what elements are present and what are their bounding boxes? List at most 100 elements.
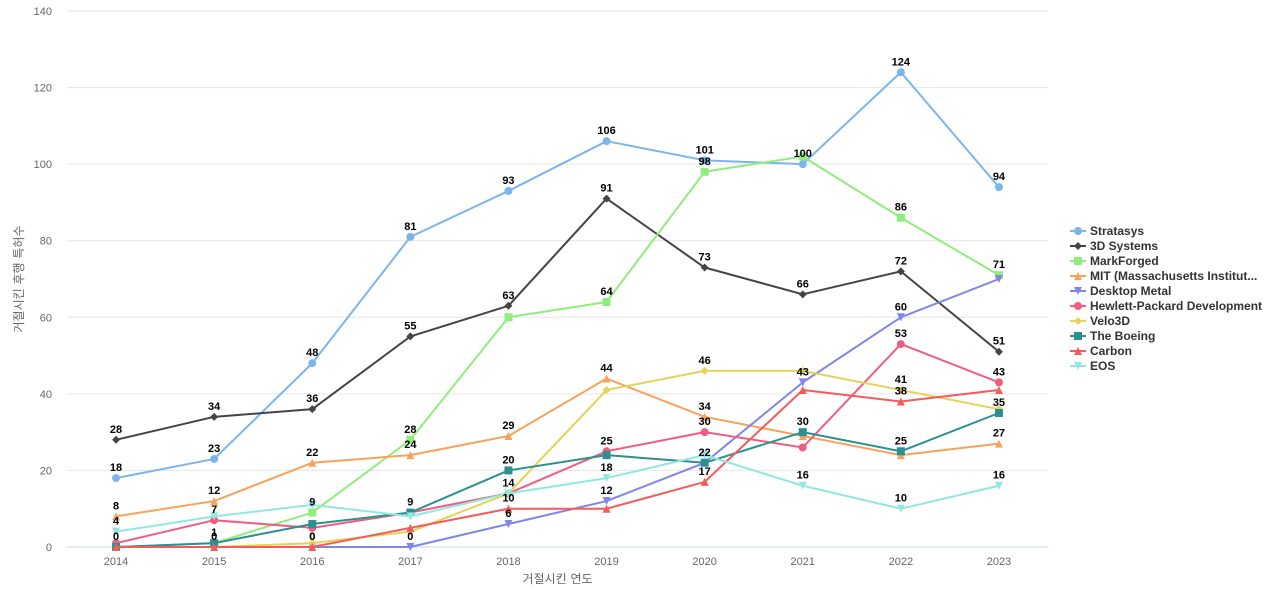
series-line [115, 454, 1000, 533]
data-point [406, 435, 415, 444]
data-point [308, 405, 317, 414]
data-label: 4 [113, 516, 120, 528]
x-axis-ticks: 2014 2015 2016 2017 2018 2019 2020 2021 2022 2023 [67, 546, 1048, 568]
data-point [896, 267, 905, 276]
data-label: 43 [993, 366, 1005, 378]
series-8[interactable] [112, 386, 1003, 551]
data-label: 25 [600, 435, 612, 447]
data-label: 0 [211, 531, 217, 543]
data-label: 22 [306, 447, 318, 459]
legend-item[interactable]: Hewlett-Packard Development [1070, 299, 1262, 313]
data-point [504, 301, 513, 310]
data-point [700, 412, 709, 421]
legend-marker [1074, 302, 1082, 310]
x-tick-label: 2018 [496, 556, 520, 568]
data-label: 55 [404, 320, 416, 332]
series-9[interactable] [112, 451, 1003, 536]
legend-marker [1074, 257, 1082, 265]
legend-item[interactable]: Stratasys [1070, 224, 1144, 238]
data-point [210, 454, 219, 463]
series-0[interactable] [112, 68, 1003, 483]
data-label: 23 [208, 443, 220, 455]
legend-label: Velo3D [1090, 314, 1130, 328]
data-label: 20 [502, 454, 514, 466]
legend-item[interactable]: MarkForged [1070, 254, 1159, 268]
legend-item[interactable]: Velo3D [1070, 314, 1130, 328]
legend-marker [1074, 227, 1082, 235]
data-point [798, 386, 807, 395]
data-point [994, 347, 1003, 356]
legend-label: The Boeing [1090, 329, 1155, 343]
data-label: 101 [695, 144, 713, 156]
data-label: 53 [895, 328, 907, 340]
legend-marker [1074, 242, 1082, 250]
y-tick-label: 140 [34, 6, 52, 18]
data-label: 124 [892, 56, 911, 68]
data-label: 0 [407, 531, 413, 543]
x-tick-label: 2021 [791, 556, 815, 568]
data-point [994, 275, 1003, 283]
data-label: 72 [895, 255, 907, 267]
data-label: 1 [211, 527, 217, 539]
data-point [308, 520, 317, 529]
data-point [602, 386, 611, 395]
data-point [602, 374, 611, 383]
legend-item[interactable]: Desktop Metal [1070, 284, 1171, 298]
data-label: 94 [993, 171, 1006, 183]
data-point [798, 366, 807, 375]
data-point [602, 474, 611, 483]
data-point [602, 194, 611, 203]
data-label: 8 [113, 500, 119, 512]
data-point [994, 481, 1003, 490]
data-point [602, 497, 611, 506]
data-label: 98 [699, 156, 711, 168]
data-point [210, 412, 219, 421]
data-point [406, 543, 415, 551]
legend-item[interactable]: MIT (Massachusetts Institut... [1070, 269, 1257, 283]
data-point [602, 451, 611, 460]
data-point [308, 500, 317, 509]
data-point [112, 435, 121, 444]
data-point [798, 378, 807, 387]
data-point [798, 481, 807, 490]
series-3[interactable] [112, 374, 1003, 521]
data-point [504, 186, 513, 195]
series-7[interactable] [112, 409, 1003, 551]
data-point [504, 313, 513, 322]
data-point [504, 466, 513, 475]
series-line [115, 377, 1000, 518]
data-label: 14 [502, 477, 515, 489]
data-point [406, 512, 415, 521]
data-point [112, 474, 121, 483]
data-point [406, 523, 415, 532]
data-point [994, 409, 1003, 417]
data-point [602, 297, 611, 306]
data-label: 43 [797, 366, 809, 378]
legend-item[interactable]: EOS [1070, 359, 1115, 373]
series-2[interactable] [112, 152, 1003, 551]
legend-item[interactable]: Carbon [1070, 344, 1132, 358]
series-1[interactable] [112, 194, 1003, 444]
data-label: 64 [600, 286, 613, 298]
data-point [308, 543, 317, 551]
series-line [115, 369, 1000, 548]
data-label: 63 [502, 290, 514, 302]
data-point [406, 332, 415, 341]
y-tick-label: 40 [40, 389, 52, 401]
y-tick-label: 80 [40, 236, 52, 248]
data-point [210, 543, 219, 551]
x-tick-label: 2022 [889, 556, 913, 568]
data-point [308, 508, 317, 517]
series-line [115, 389, 1000, 548]
legend-marker [1074, 332, 1082, 340]
legend-item[interactable]: 3D Systems [1070, 239, 1158, 253]
x-tick-label: 2023 [987, 556, 1011, 568]
data-label: 18 [110, 462, 122, 474]
data-label: 29 [502, 420, 514, 432]
series-5[interactable] [112, 340, 1003, 548]
data-label: 0 [309, 531, 315, 543]
data-point [798, 443, 807, 452]
legend-marker [1074, 347, 1082, 355]
legend-item[interactable]: The Boeing [1070, 329, 1155, 343]
